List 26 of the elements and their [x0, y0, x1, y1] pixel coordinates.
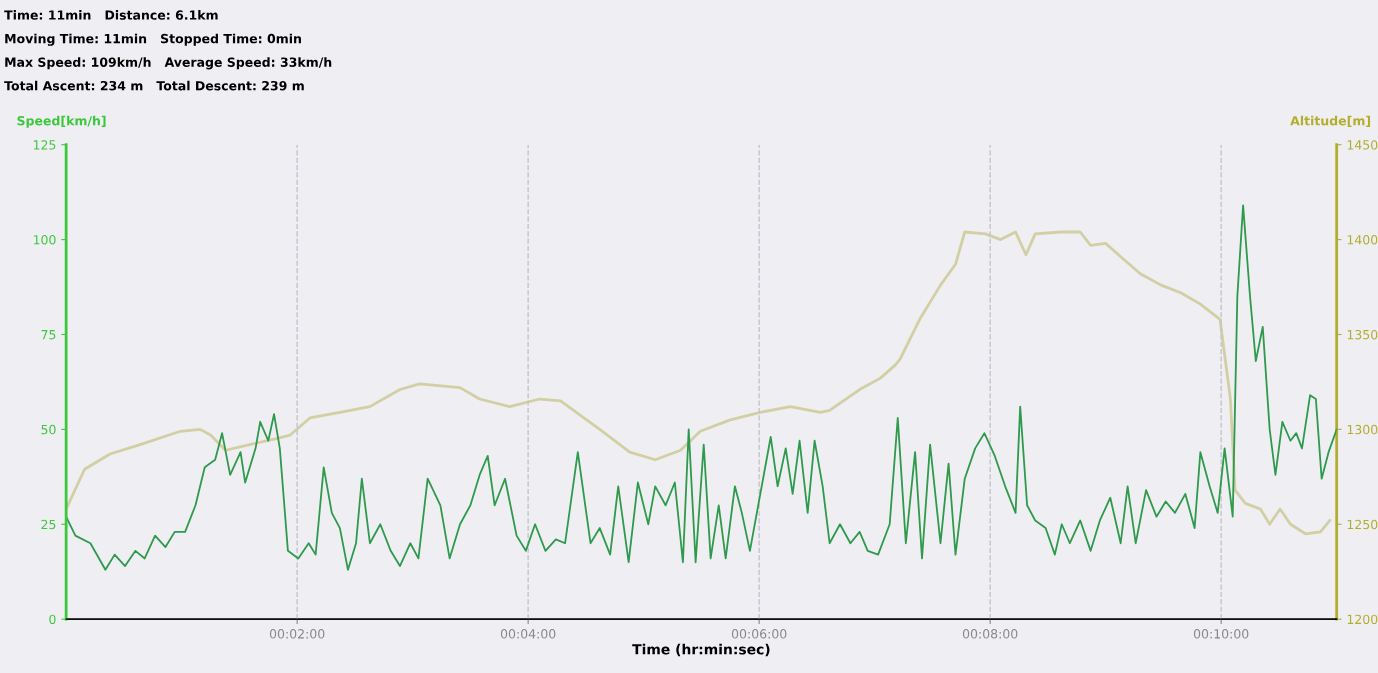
x-tick-label: 00:10:00: [1193, 629, 1249, 639]
y-axis-title: Speed[km/h]: [17, 115, 106, 128]
y2-axis-title: Altitude[m]: [1290, 115, 1371, 127]
x-tick-label: 00:02:00: [269, 629, 325, 639]
y2-tick-label: 1400: [1347, 235, 1378, 245]
y2-tick-label: 1450: [1347, 140, 1378, 150]
y2-tick-label: 1300: [1347, 424, 1378, 435]
text: Max Speed: 109km/h Average Speed: 33km/h: [5, 57, 332, 70]
y-tick-label: 75: [41, 330, 56, 340]
y-tick-label: 125: [33, 140, 56, 150]
text: Moving Time: 11min Stopped Time: 0min: [5, 33, 301, 46]
x-tick-label: 00:06:00: [731, 629, 787, 639]
y2-tick-label: 1350: [1347, 329, 1378, 340]
text: Total Ascent: 234 m Total Descent: 239 m: [4, 80, 304, 91]
y-tick-label: 25: [41, 519, 56, 530]
y2-tick-label: 1200: [1347, 614, 1378, 625]
x-tick-label: 00:04:00: [500, 629, 556, 639]
x-tick-label: 00:08:00: [962, 629, 1018, 639]
y-tick-label: 100: [33, 235, 56, 245]
line-series: [66, 230, 1332, 536]
y-tick-label: 50: [41, 424, 56, 435]
y-tick-label: 0: [49, 614, 56, 625]
x-axis-title: Time (hr:min:sec): [632, 643, 770, 657]
line-series: [66, 204, 1337, 571]
y2-tick-label: 1250: [1347, 519, 1378, 530]
text: Time: 11min Distance: 6.1km: [4, 10, 218, 20]
